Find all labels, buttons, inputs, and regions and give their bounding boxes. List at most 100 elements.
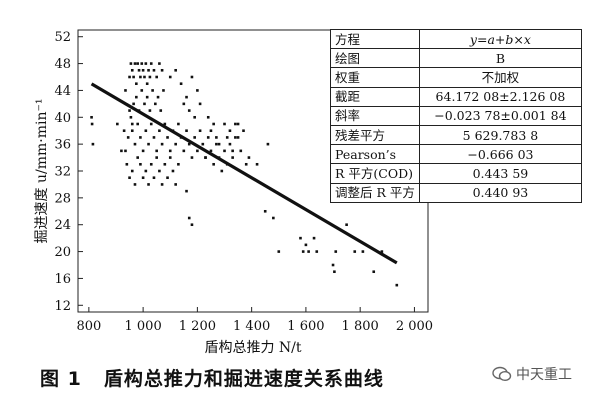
stats-value: −0.666 03 xyxy=(418,144,583,165)
data-point xyxy=(126,136,130,139)
data-point xyxy=(145,95,149,99)
data-point xyxy=(155,75,158,79)
data-point xyxy=(315,250,319,253)
data-point xyxy=(190,223,194,227)
data-point xyxy=(163,162,167,166)
data-point xyxy=(128,176,131,180)
data-point xyxy=(130,129,134,133)
data-point xyxy=(234,122,237,126)
stats-key: 调整后 R 平方 xyxy=(330,182,420,203)
stats-key: 权重 xyxy=(330,67,420,88)
data-point xyxy=(333,270,336,274)
data-point xyxy=(217,142,221,146)
data-point xyxy=(120,149,123,153)
data-point xyxy=(174,183,177,186)
x-axis-label: 盾构总推力 N/t xyxy=(204,340,301,356)
data-point xyxy=(147,68,150,72)
data-point xyxy=(116,122,119,126)
data-point xyxy=(345,223,348,227)
data-point xyxy=(223,122,226,126)
data-point xyxy=(231,156,234,159)
x-tick-label: 1 600 xyxy=(287,319,324,334)
data-point xyxy=(133,62,137,65)
data-point xyxy=(158,62,161,65)
data-point xyxy=(151,89,154,92)
data-point xyxy=(128,109,131,112)
data-point xyxy=(144,169,148,173)
data-point xyxy=(201,142,205,146)
data-point xyxy=(140,89,144,92)
data-point xyxy=(301,250,305,253)
y-tick-label: 24 xyxy=(54,218,71,233)
stats-row: 方程 y=a+b×x xyxy=(330,28,583,50)
data-point xyxy=(133,183,137,186)
data-point xyxy=(263,209,267,213)
data-point xyxy=(228,129,232,133)
data-point xyxy=(124,149,127,153)
data-point xyxy=(160,142,164,146)
data-point xyxy=(196,149,199,153)
data-point xyxy=(90,122,94,126)
data-point xyxy=(187,216,191,220)
data-point xyxy=(185,189,188,193)
data-point xyxy=(361,250,365,253)
data-point xyxy=(236,122,240,126)
watermark-text: 中天重工 xyxy=(516,367,572,383)
data-point xyxy=(129,115,133,119)
data-point xyxy=(242,129,245,133)
data-point xyxy=(228,142,232,146)
data-point xyxy=(185,95,188,99)
data-point xyxy=(132,102,135,106)
data-point xyxy=(149,62,153,65)
data-point xyxy=(272,216,275,220)
data-point xyxy=(212,122,215,126)
y-tick-label: 20 xyxy=(54,245,71,260)
stats-value: 0.440 93 xyxy=(418,182,583,203)
stats-value: 不加权 xyxy=(418,67,583,88)
data-point xyxy=(231,149,234,153)
x-tick-label: 1 800 xyxy=(342,319,379,334)
data-point xyxy=(187,109,191,112)
data-point xyxy=(160,68,164,72)
data-point xyxy=(140,62,144,65)
y-tick-label: 44 xyxy=(54,84,71,99)
data-point xyxy=(168,156,172,159)
data-point xyxy=(206,136,210,139)
data-point xyxy=(152,176,156,180)
data-points xyxy=(90,62,399,287)
data-point xyxy=(177,162,180,166)
data-point xyxy=(137,68,141,72)
y-tick-label: 48 xyxy=(54,57,71,72)
data-point xyxy=(159,109,163,112)
data-point xyxy=(166,176,169,180)
data-point xyxy=(141,149,145,153)
data-point xyxy=(141,176,145,180)
data-point xyxy=(171,169,175,173)
data-point xyxy=(136,122,139,126)
y-axis: 12 16 20 24 28 32 36 40 44 48 52 xyxy=(54,30,83,314)
stats-row: 调整后 R 平方 0.440 93 xyxy=(330,182,583,203)
stats-key: 残差平方 xyxy=(330,124,420,146)
watermark: 中天重工 xyxy=(492,364,572,384)
data-point xyxy=(353,250,357,253)
caption-number: 图 1 xyxy=(40,368,82,390)
data-point xyxy=(130,122,134,126)
data-point xyxy=(209,149,213,153)
data-point xyxy=(223,149,226,153)
data-point xyxy=(148,109,152,112)
data-point xyxy=(174,142,177,146)
y-tick-label: 36 xyxy=(54,138,71,153)
data-point xyxy=(136,156,139,159)
data-point xyxy=(132,75,135,79)
data-point xyxy=(372,270,376,274)
data-point xyxy=(198,102,202,106)
stats-row: 残差平方 5 629.783 8 xyxy=(330,124,583,146)
data-point xyxy=(312,236,316,240)
data-point xyxy=(198,129,202,133)
x-tick-label: 800 xyxy=(76,319,101,334)
data-point xyxy=(234,136,237,139)
stats-value: 5 629.783 8 xyxy=(418,124,583,146)
stats-value: −0.023 78±0.001 84 xyxy=(418,105,583,126)
data-point xyxy=(155,156,158,159)
data-point xyxy=(124,89,127,92)
